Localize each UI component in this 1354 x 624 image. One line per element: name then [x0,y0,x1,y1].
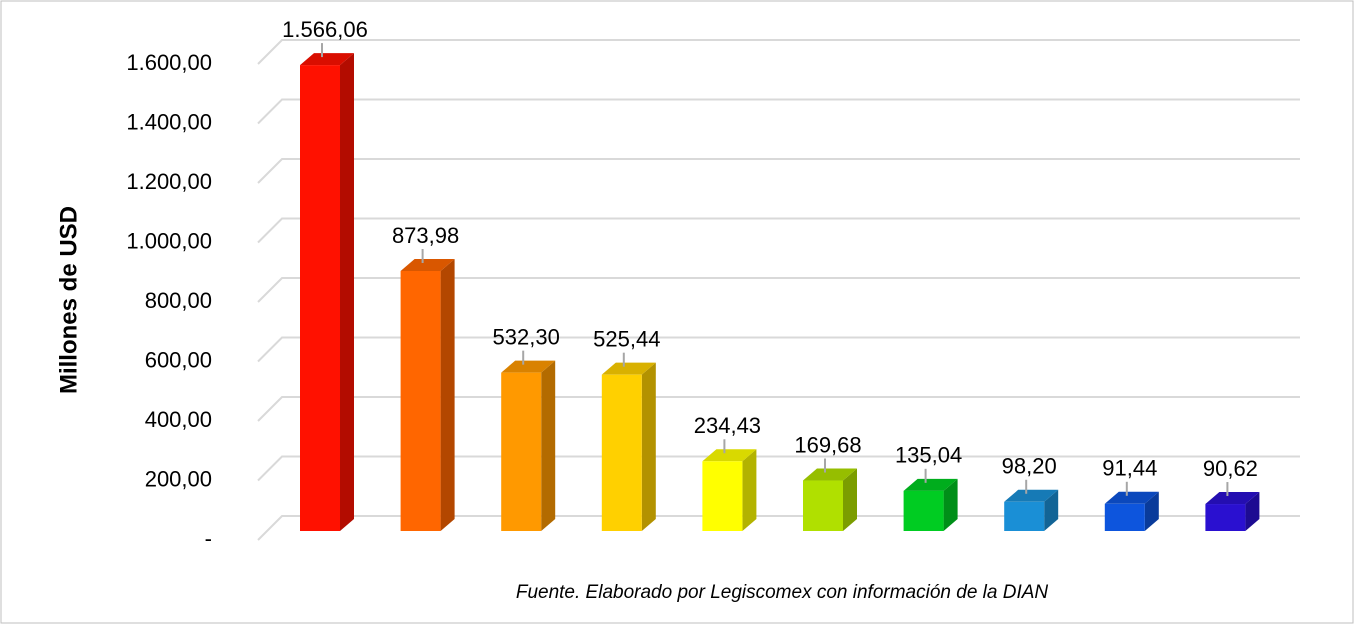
data-label: 1.566,06 [282,17,368,42]
bar-side [943,478,958,531]
y-tick-label: - [205,526,212,551]
bar-side [340,53,354,532]
bar [702,461,743,531]
y-tick-label: 800,00 [145,288,212,313]
bar [300,65,340,531]
bar [803,480,843,531]
bar-top [803,468,857,481]
bar-top [300,53,354,66]
bar [400,270,441,531]
data-label: 91,44 [1102,456,1157,481]
bar-side [1144,491,1159,531]
bar-side [641,362,656,531]
y-tick-label: 400,00 [145,407,212,432]
bar [501,372,542,531]
y-axis-label: Millones de USD [55,206,82,394]
bar-top [702,449,757,462]
grid-line [257,396,1300,422]
grid-line [257,455,1300,482]
bar-top [1004,489,1059,502]
bar-top [601,362,656,375]
bar [1004,501,1045,531]
grid-line [257,39,1300,65]
y-tick-label: 1.200,00 [126,169,212,194]
grid-line [257,336,1300,363]
data-label: 532,30 [493,324,560,349]
bar-side [1044,489,1059,531]
data-label: 135,04 [895,443,962,468]
data-label: 98,20 [1002,454,1057,479]
data-label: 90,62 [1203,456,1258,481]
bar [1104,503,1145,531]
bar-top [903,478,958,491]
grid-line [257,98,1300,125]
bar [601,374,642,531]
bar-side [843,468,857,531]
y-tick-label: 600,00 [145,347,212,372]
bar-top [501,360,556,373]
bar [1205,504,1246,531]
data-label: 234,43 [694,413,761,438]
bar-top [1104,491,1159,504]
bar-side [1245,492,1260,531]
bar-side [541,360,556,531]
grid-line [257,158,1300,184]
bar-side [440,258,455,531]
footnote: Fuente. Elaborado por Legiscomex con inf… [516,582,1049,603]
data-label: 873,98 [392,223,459,248]
bar-side [742,449,757,531]
y-tick-label: 1.600,00 [126,50,212,75]
grid-line [257,217,1300,244]
y-tick-label: 1.400,00 [126,109,212,134]
data-label: 525,44 [593,326,660,351]
grid-line [257,277,1300,303]
y-tick-label: 200,00 [145,466,212,491]
y-tick-label: 1.000,00 [126,228,212,253]
bar-top [400,258,455,271]
grid-line [257,515,1300,541]
data-label: 169,68 [794,432,861,457]
bar [903,490,944,531]
bar-top [1205,492,1260,505]
